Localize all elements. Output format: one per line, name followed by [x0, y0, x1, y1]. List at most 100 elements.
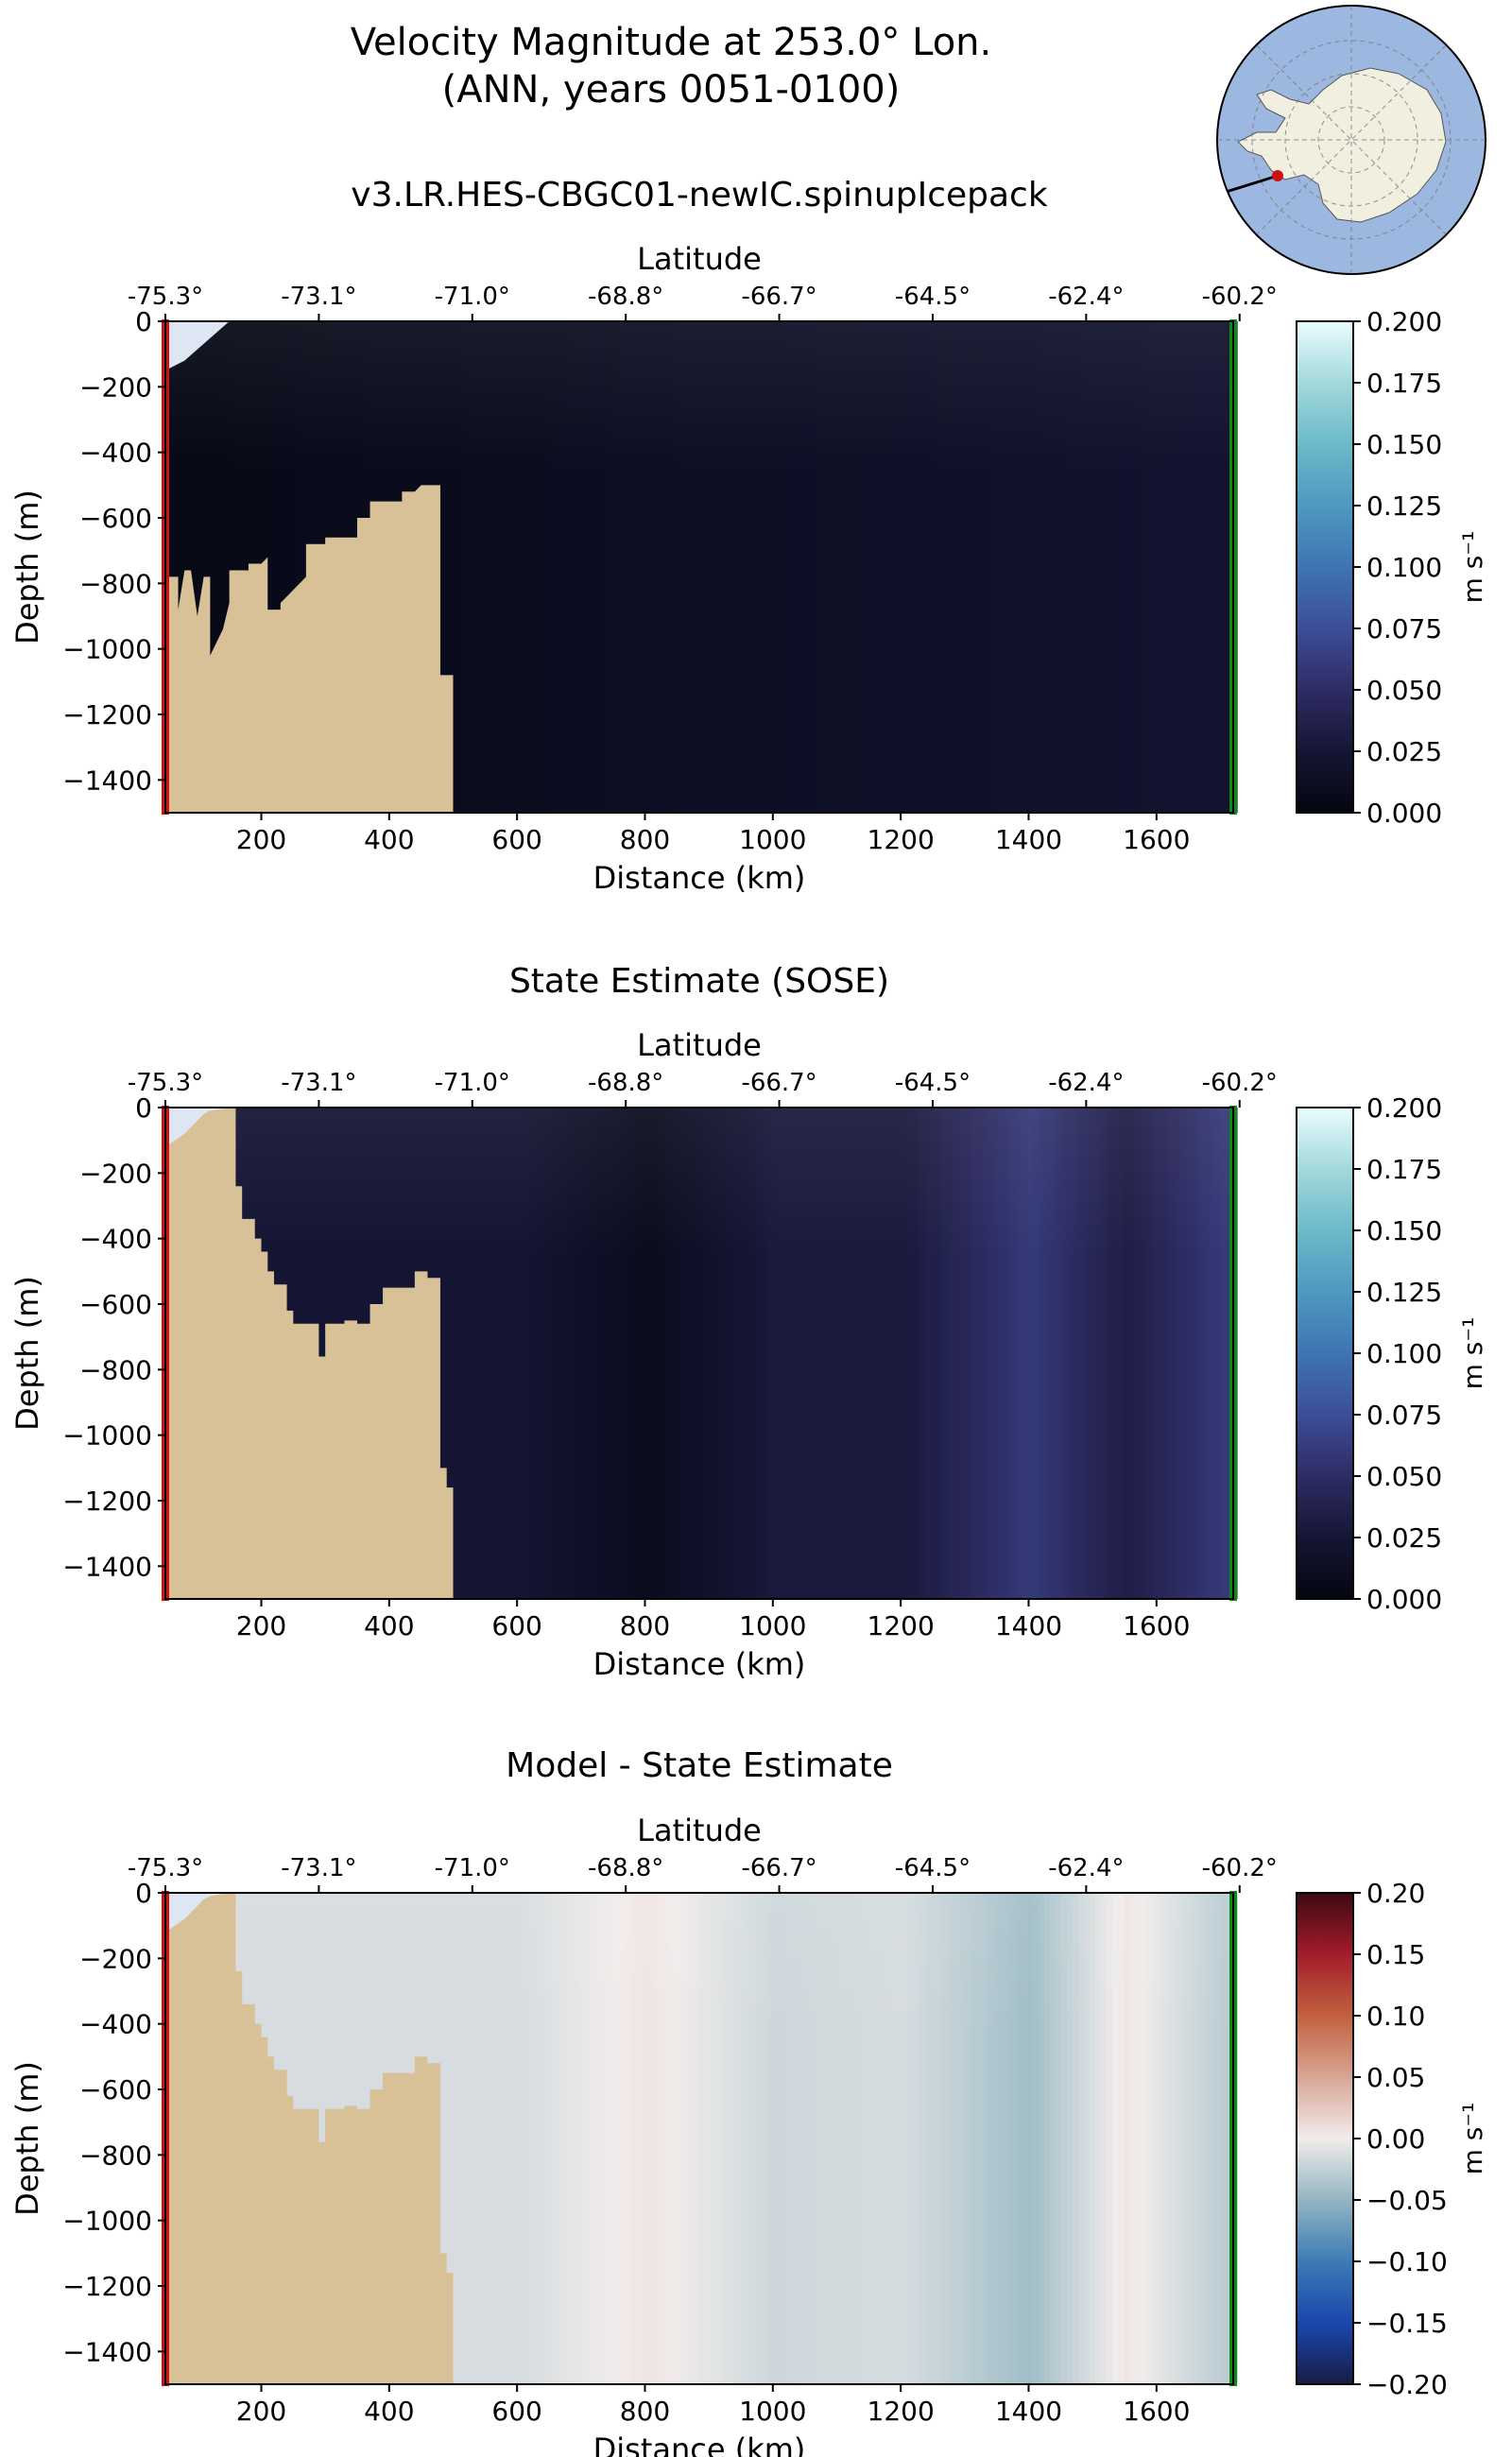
bathymetry-land — [165, 1108, 454, 1599]
colorbar-tick-label: 0.000 — [1366, 1584, 1442, 1615]
y-tick-label: −1400 — [62, 2336, 152, 2367]
x-tick-label: 800 — [620, 1610, 670, 1641]
plot-frame — [164, 1107, 1234, 1600]
x-tick-label: 1600 — [1123, 1610, 1190, 1641]
panel-title: Model - State Estimate — [506, 1746, 893, 1785]
plot-frame — [164, 1892, 1234, 2385]
x-tick-label: 600 — [491, 824, 541, 855]
panel-3: Model - State Estimate Latitude 200 400 600 8… — [9, 1746, 1488, 2457]
colorbar-label: m s⁻¹ — [1457, 1317, 1488, 1390]
latitude-tick-label: -71.0° — [435, 1854, 510, 1882]
ice-shelf-region — [165, 321, 230, 370]
y-axis-label: Depth (m) — [9, 490, 45, 644]
x-axis-label: Distance (km) — [593, 860, 806, 896]
latitude-tick-label: -62.4° — [1048, 1069, 1124, 1097]
y-axis-label: Depth (m) — [9, 2061, 45, 2216]
y-tick-label: −600 — [79, 1289, 152, 1320]
x-tick-label: 400 — [364, 1610, 414, 1641]
y-tick-label: −1400 — [62, 1551, 152, 1582]
latitude-tick-label: -75.3° — [128, 1854, 203, 1882]
colorbar-tick-label: 0.075 — [1366, 1400, 1442, 1431]
y-tick-label: −1000 — [62, 2206, 152, 2237]
x-tick-label: 1200 — [868, 824, 935, 855]
colorbar-gradient — [1296, 1107, 1354, 1600]
x-tick-label: 1400 — [995, 2396, 1062, 2427]
y-tick-label: −1200 — [62, 2271, 152, 2302]
x-tick-label: 1200 — [868, 2396, 935, 2427]
latitude-tick-label: -64.5° — [895, 1069, 971, 1097]
colorbar-tick-label: 0.125 — [1366, 490, 1442, 522]
colorbar-tick-label: 0.200 — [1366, 306, 1442, 337]
x-tick-label: 1600 — [1123, 2396, 1190, 2427]
latitude-tick-label: -60.2° — [1202, 283, 1278, 311]
x-tick-label: 1600 — [1123, 824, 1190, 855]
x-tick-label: 600 — [491, 1610, 541, 1641]
transect-start-dot — [1272, 170, 1283, 181]
y-axis-label: Depth (m) — [9, 1276, 45, 1431]
y-tick-label: −600 — [79, 2074, 152, 2105]
x-tick-label: 1000 — [739, 2396, 806, 2427]
y-tick-label: −400 — [79, 2009, 152, 2040]
y-tick-label: −800 — [79, 2139, 152, 2171]
figure-title-line2: (ANN, years 0051-0100) — [442, 68, 901, 112]
colorbar-tick-label: −0.15 — [1366, 2308, 1448, 2339]
x-tick-label: 200 — [236, 2396, 286, 2427]
colorbar-gradient — [1296, 320, 1354, 814]
latitude-axis-label: Latitude — [637, 241, 762, 277]
colorbar-tick-label: 0.10 — [1366, 2001, 1425, 2032]
colorbar-tick-label: 0.000 — [1366, 798, 1442, 829]
latitude-tick-label: -75.3° — [128, 1069, 203, 1097]
x-axis-label: Distance (km) — [593, 2431, 806, 2457]
latitude-tick-label: -62.4° — [1048, 283, 1124, 311]
x-tick-label: 1000 — [739, 1610, 806, 1641]
transect-end-dot — [1217, 188, 1226, 199]
colorbar: 0.200 0.175 0.150 0.125 0.100 0.075 0.050 0.025… — [1296, 1092, 1488, 1615]
colorbar-tick-label: −0.20 — [1366, 2369, 1448, 2400]
y-tick-label: −1200 — [62, 699, 152, 730]
panel-2: State Estimate (SOSE) Latitude 200 400 600 80… — [9, 962, 1488, 1682]
latitude-tick-label: -73.1° — [281, 1854, 356, 1882]
colorbar-tick-label: 0.15 — [1366, 1939, 1425, 1970]
y-tick-label: −600 — [79, 503, 152, 534]
latitude-tick-label: -60.2° — [1202, 1854, 1278, 1882]
latitude-tick-label: -73.1° — [281, 283, 356, 311]
latitude-tick-label: -64.5° — [895, 1854, 971, 1882]
colorbar-label: m s⁻¹ — [1457, 2103, 1488, 2175]
latitude-tick-label: -71.0° — [435, 1069, 510, 1097]
colorbar-tick-label: 0.175 — [1366, 368, 1442, 399]
x-tick-label: 1400 — [995, 824, 1062, 855]
colorbar-tick-label: 0.050 — [1366, 675, 1442, 706]
bathymetry-land — [165, 485, 454, 813]
latitude-tick-label: -64.5° — [895, 283, 971, 311]
x-tick-label: 800 — [620, 2396, 670, 2427]
y-tick-label: −1000 — [62, 634, 152, 665]
colorbar-tick-label: −0.05 — [1366, 2185, 1448, 2216]
colorbar-tick-label: 0.100 — [1366, 1338, 1442, 1369]
colorbar: 0.200 0.175 0.150 0.125 0.100 0.075 0.050 0.025… — [1296, 306, 1488, 829]
colorbar-gradient — [1296, 1892, 1354, 2385]
panel-1: v3.LR.HES-CBGC01-newIC.spinupIcepack Lati… — [9, 176, 1488, 896]
panel-title: v3.LR.HES-CBGC01-newIC.spinupIcepack — [351, 176, 1048, 215]
antarctica-polar-map-icon — [1216, 5, 1486, 275]
colorbar-tick-label: 0.100 — [1366, 552, 1442, 583]
colorbar-tick-label: 0.150 — [1366, 1215, 1442, 1246]
latitude-tick-label: -66.7° — [741, 1069, 816, 1097]
colorbar-tick-label: 0.025 — [1366, 736, 1442, 767]
colorbar-label: m s⁻¹ — [1457, 531, 1488, 604]
x-tick-label: 800 — [620, 824, 670, 855]
colorbar-tick-label: 0.075 — [1366, 613, 1442, 644]
y-tick-label: −400 — [79, 1224, 152, 1255]
y-tick-label: 0 — [135, 1092, 152, 1124]
latitude-tick-label: -75.3° — [128, 283, 203, 311]
y-tick-label: 0 — [135, 1878, 152, 1909]
latitude-tick-label: -66.7° — [741, 1854, 816, 1882]
latitude-tick-label: -68.8° — [588, 283, 663, 311]
y-tick-label: −1000 — [62, 1420, 152, 1452]
latitude-tick-label: -60.2° — [1202, 1069, 1278, 1097]
latitude-axis-label: Latitude — [637, 1813, 762, 1848]
colorbar-tick-label: −0.10 — [1366, 2246, 1448, 2277]
colorbar-tick-label: 0.025 — [1366, 1522, 1442, 1554]
colorbar-tick-label: 0.175 — [1366, 1154, 1442, 1185]
colorbar-tick-label: 0.05 — [1366, 2062, 1425, 2093]
